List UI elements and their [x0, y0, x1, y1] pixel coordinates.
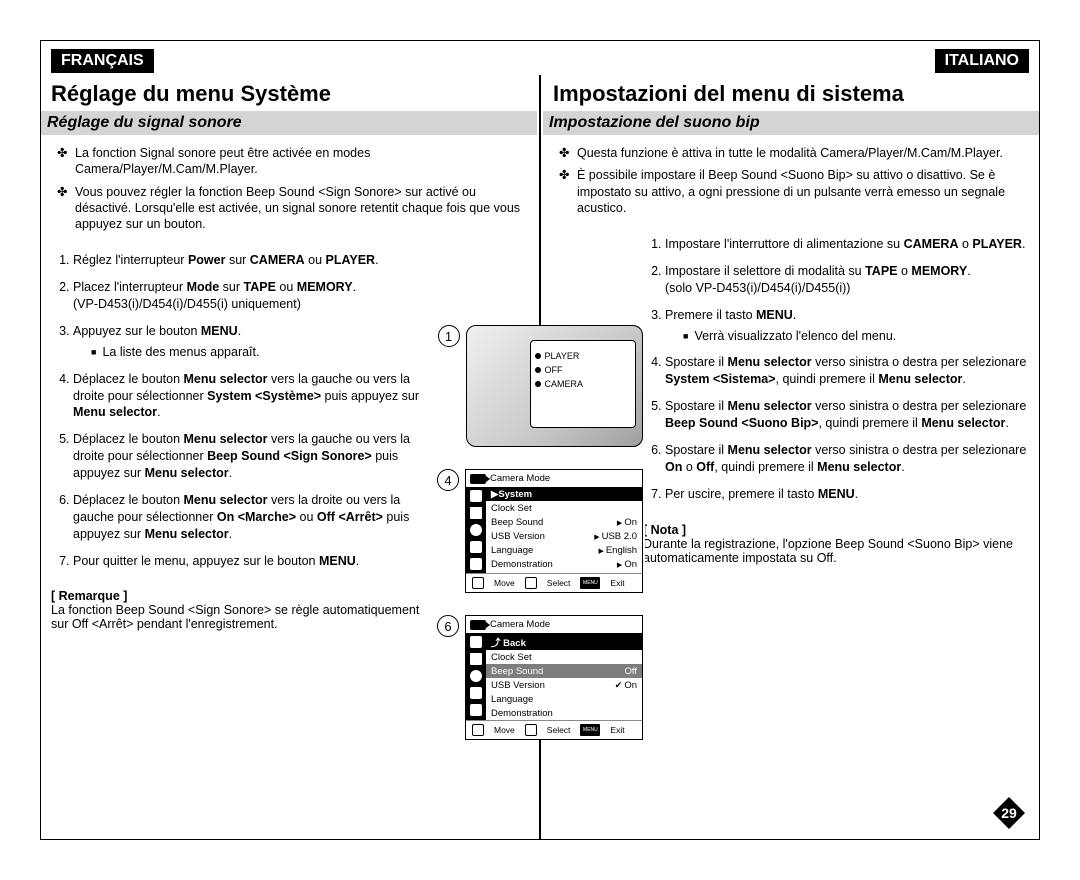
step: Spostare il Menu selector verso sinistra… — [665, 398, 1029, 432]
camcorder-icon — [470, 474, 486, 484]
step: Spostare il Menu selector verso sinistra… — [665, 354, 1029, 388]
center-figures: 1 PLAYER OFF CAMERA 4 Camera Mode — [435, 325, 645, 740]
subtitle-it: Impostazione del suono bip — [543, 111, 1039, 135]
step: Spostare il Menu selector verso sinistra… — [665, 442, 1029, 476]
power-switch-inset: PLAYER OFF CAMERA — [530, 340, 636, 428]
osd-menu-system: Camera Mode ▶System Clock Set Beep Sound… — [465, 469, 643, 593]
note-it: Durante la registrazione, l'opzione Beep… — [643, 537, 1029, 565]
step: Réglez l'interrupteur Power sur CAMERA o… — [73, 252, 527, 269]
step-marker-1: 1 — [438, 325, 460, 347]
title-it: Impostazioni del menu di sistema — [553, 81, 1029, 107]
camera-body-illustration: PLAYER OFF CAMERA — [466, 325, 643, 447]
language-bar: FRANÇAIS ITALIANO — [41, 41, 1039, 75]
lang-left-tag: FRANÇAIS — [51, 49, 154, 73]
intro-item: Questa funzione è attiva in tutte le mod… — [577, 145, 1029, 161]
intro-item: Vous pouvez régler la fonction Beep Soun… — [75, 184, 527, 233]
intro-list-fr: La fonction Signal sonore peut être acti… — [51, 145, 527, 238]
note-label-it: [ Nota ] — [643, 523, 1029, 537]
step: Impostare l'interruttore di alimentazion… — [665, 236, 1029, 253]
columns: Réglage du menu Système Réglage du signa… — [41, 75, 1039, 839]
intro-item: È possibile impostare il Beep Sound <Suo… — [577, 167, 1029, 216]
step: Per uscire, premere il tasto MENU. — [665, 486, 1029, 503]
osd-menu-beep: Camera Mode ⤴ Back Clock Set Beep SoundO… — [465, 615, 643, 740]
intro-list-it: Questa funzione è attiva in tutte le mod… — [553, 145, 1029, 222]
substep: Verrà visualizzato l'elenco del menu. — [683, 328, 1029, 345]
title-fr: Réglage du menu Système — [51, 81, 527, 107]
lang-right-tag: ITALIANO — [935, 49, 1029, 73]
step: Placez l'interrupteur Mode sur TAPE ou M… — [73, 279, 527, 313]
manual-page: FRANÇAIS ITALIANO Réglage du menu Systèm… — [40, 40, 1040, 840]
step: Impostare il selettore di modalità su TA… — [665, 263, 1029, 297]
step: Premere il tasto MENU. Verrà visualizzat… — [665, 307, 1029, 345]
subtitle-fr: Réglage du signal sonore — [41, 111, 537, 135]
step-marker-6: 6 — [437, 615, 459, 637]
step-marker-4: 4 — [437, 469, 459, 491]
camcorder-icon — [470, 620, 486, 630]
intro-item: La fonction Signal sonore peut être acti… — [75, 145, 527, 178]
